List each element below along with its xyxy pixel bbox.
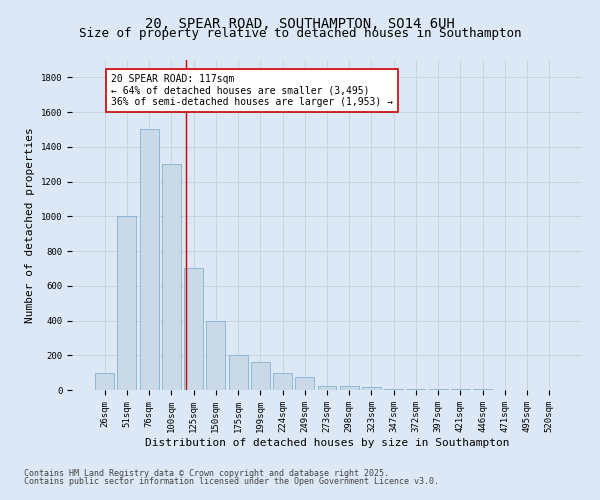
Text: 20 SPEAR ROAD: 117sqm
← 64% of detached houses are smaller (3,495)
36% of semi-d: 20 SPEAR ROAD: 117sqm ← 64% of detached …	[112, 74, 394, 107]
Bar	[184, 268, 203, 390]
Bar	[273, 372, 292, 390]
Bar	[451, 389, 470, 390]
Bar	[362, 388, 381, 390]
Text: Size of property relative to detached houses in Southampton: Size of property relative to detached ho…	[79, 28, 521, 40]
Bar	[473, 389, 492, 390]
Y-axis label: Number of detached properties: Number of detached properties	[25, 127, 35, 323]
Text: Contains HM Land Registry data © Crown copyright and database right 2025.: Contains HM Land Registry data © Crown c…	[24, 468, 389, 477]
Bar	[95, 372, 114, 390]
Bar	[251, 362, 270, 390]
Bar	[162, 164, 181, 390]
Text: 20, SPEAR ROAD, SOUTHAMPTON, SO14 6UH: 20, SPEAR ROAD, SOUTHAMPTON, SO14 6UH	[145, 18, 455, 32]
Bar	[118, 216, 136, 390]
Bar	[429, 389, 448, 390]
Bar	[140, 130, 158, 390]
Text: Contains public sector information licensed under the Open Government Licence v3: Contains public sector information licen…	[24, 477, 439, 486]
Bar	[340, 386, 359, 390]
X-axis label: Distribution of detached houses by size in Southampton: Distribution of detached houses by size …	[145, 438, 509, 448]
Bar	[406, 389, 425, 390]
Bar	[384, 389, 403, 390]
Bar	[206, 320, 225, 390]
Bar	[295, 377, 314, 390]
Bar	[317, 386, 337, 390]
Bar	[229, 356, 248, 390]
